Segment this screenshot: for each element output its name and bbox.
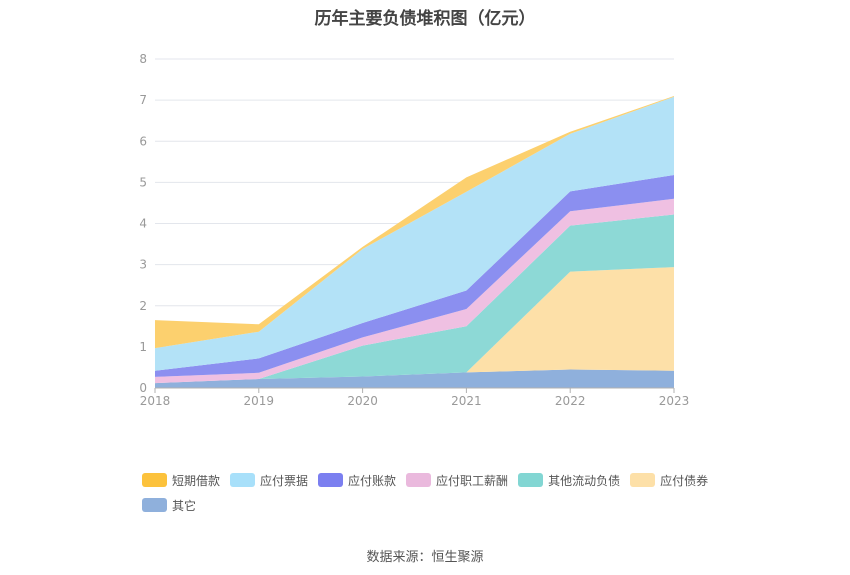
y-tick-label: 6 xyxy=(139,134,147,148)
y-tick-label: 8 xyxy=(139,52,147,66)
data-source-note: 数据来源：恒生聚源 xyxy=(366,550,484,565)
legend-item[interactable]: 短期借款 xyxy=(142,472,220,488)
y-tick-label: 1 xyxy=(139,340,147,354)
area-series xyxy=(155,175,674,377)
legend-item[interactable]: 应付票据 xyxy=(230,472,308,488)
legend-swatch xyxy=(630,473,656,487)
y-tick-label: 3 xyxy=(139,258,147,272)
legend-swatch xyxy=(142,473,167,487)
legend-item[interactable]: 应付账款 xyxy=(318,472,396,488)
legend-item[interactable]: 应付职工薪酬 xyxy=(406,472,508,488)
legend-label: 短期借款 xyxy=(172,473,221,488)
legend-label: 应付债券 xyxy=(660,473,709,488)
legend-label: 应付票据 xyxy=(260,473,309,488)
legend-label: 应付账款 xyxy=(348,473,397,488)
area-series xyxy=(155,267,674,384)
area-series xyxy=(155,198,674,384)
legend-item[interactable]: 应付债券 xyxy=(630,472,708,488)
x-tick-label: 2020 xyxy=(347,394,378,408)
legend-label: 其他流动负债 xyxy=(548,473,621,488)
x-tick-label: 2018 xyxy=(140,394,171,408)
area-series xyxy=(155,214,674,384)
y-tick-label: 0 xyxy=(139,381,147,395)
legend-swatch xyxy=(142,498,167,512)
chart-legend: 短期借款 应付票据 应付账款 应付职工薪酬 其他流动负债 应付债券其它 xyxy=(142,472,742,522)
x-tick-label: 2022 xyxy=(555,394,586,408)
x-tick-label: 2023 xyxy=(659,394,690,408)
stacked-area-chart: 0 1 2 3 4 5 6 7 8 2018 2019 2020 2021 2022 2023 xyxy=(139,52,690,408)
legend-label: 其它 xyxy=(172,498,197,513)
y-tick-label: 4 xyxy=(139,217,147,231)
legend-swatch xyxy=(518,473,544,487)
legend-item[interactable]: 其它 xyxy=(142,497,196,513)
legend-swatch xyxy=(406,473,432,487)
legend-label: 应付职工薪酬 xyxy=(436,473,509,488)
x-tick-label: 2019 xyxy=(244,394,275,408)
area-series xyxy=(155,369,674,388)
y-tick-label: 7 xyxy=(139,93,147,107)
chart-title: 历年主要负债堆积图（亿元） xyxy=(314,9,536,29)
x-tick-label: 2021 xyxy=(451,394,482,408)
legend-swatch xyxy=(318,473,344,487)
legend-item[interactable]: 其他流动负债 xyxy=(518,472,620,488)
legend-swatch xyxy=(230,473,256,487)
area-series xyxy=(155,96,674,349)
y-tick-label: 2 xyxy=(139,299,147,313)
y-tick-label: 5 xyxy=(139,175,147,189)
area-series xyxy=(155,96,674,371)
